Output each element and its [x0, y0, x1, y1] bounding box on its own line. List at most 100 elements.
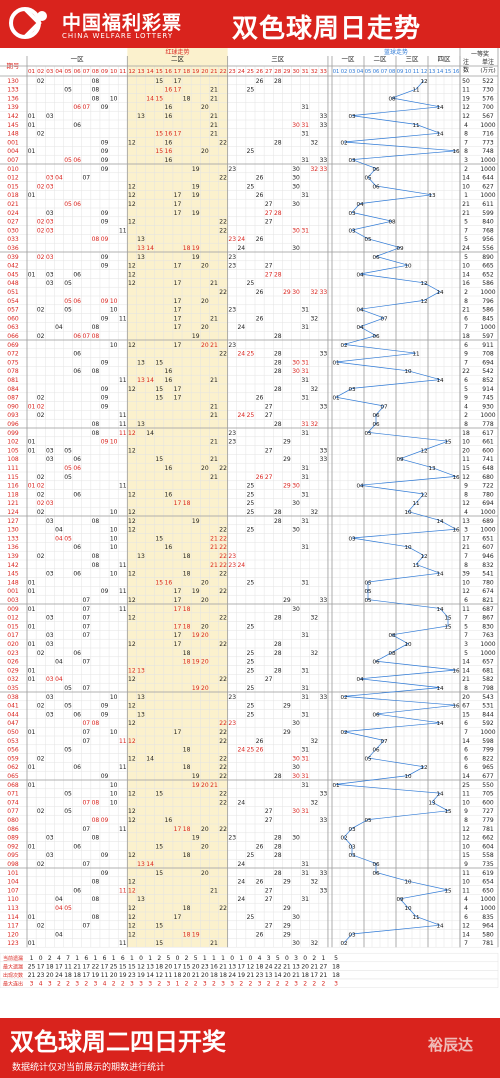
prize-amount: 681	[482, 667, 494, 674]
red-ball: 21	[210, 403, 218, 410]
period-cell: 136	[7, 95, 19, 102]
period-cell: 048	[7, 280, 19, 287]
red-ball: 31	[301, 711, 309, 718]
prize-amount: 567	[482, 113, 494, 120]
red-ball: 09	[101, 817, 109, 824]
red-ball: 10	[110, 439, 118, 446]
blue-ball: 10	[404, 880, 412, 886]
red-ball: 12	[128, 879, 136, 886]
red-ball: 18	[183, 500, 191, 507]
blue-ball: 11	[412, 915, 420, 921]
red-ball: 08	[92, 430, 100, 437]
winner-count: 12	[462, 588, 470, 595]
red-ball: 28	[274, 368, 282, 375]
period-cell: 065	[7, 773, 19, 780]
stats-value: 21	[28, 972, 36, 979]
prize-amount: 597	[482, 333, 494, 340]
red-ball: 30	[292, 527, 300, 534]
red-ball: 30	[292, 720, 300, 727]
stats-value: 12	[247, 963, 255, 970]
stats-value: 19	[119, 972, 127, 979]
blue-ball: 16	[452, 668, 460, 674]
draw-row: 099 08 11 12 14 23 31 05 18 617	[7, 430, 494, 437]
winner-count: 22	[462, 368, 470, 375]
red-ball: 18	[183, 606, 191, 613]
stats-value: 20	[46, 972, 54, 979]
red-ball: 03	[46, 271, 54, 278]
blue-ball: 12	[420, 554, 427, 560]
red-ball: 25	[247, 703, 255, 710]
winner-count: 4	[464, 122, 468, 129]
stats-value: 3	[93, 981, 97, 988]
red-ball: 08	[92, 553, 100, 560]
red-ball: 13	[137, 113, 145, 120]
blue-col-number: 07	[381, 69, 388, 75]
prize-amount: 541	[482, 571, 494, 578]
red-ball: 23	[228, 236, 236, 243]
red-ball: 09	[101, 148, 109, 155]
red-ball: 26	[256, 236, 264, 243]
period-cell: 001	[7, 139, 19, 146]
red-ball: 03	[46, 641, 54, 648]
red-ball: 22	[219, 465, 227, 472]
red-ball: 21	[210, 544, 218, 551]
red-ball: 07	[82, 685, 90, 692]
winner-count: 6	[464, 342, 468, 349]
red-ball: 02	[37, 923, 45, 930]
period-cell: 051	[7, 289, 19, 296]
red-ball: 22	[219, 799, 227, 806]
winner-count: 12	[462, 104, 470, 111]
red-ball: 32	[310, 615, 318, 622]
red-ball: 31	[301, 192, 309, 199]
brand-name-en: CHINA WELFARE LOTTERY	[62, 32, 174, 40]
count-header: 注	[463, 58, 469, 66]
red-col-number: 09	[101, 69, 109, 75]
stats-value: 27	[320, 963, 328, 970]
red-ball: 08	[92, 333, 100, 340]
red-ball: 18	[183, 826, 191, 833]
red-ball: 01	[28, 914, 36, 921]
prize-amount: 845	[482, 315, 494, 322]
red-ball: 27	[265, 219, 273, 226]
red-col-number: 27	[265, 69, 273, 75]
red-col-number: 17	[174, 69, 182, 75]
red-ball: 33	[320, 166, 328, 173]
red-ball: 10	[110, 791, 118, 798]
red-ball: 08	[92, 368, 100, 375]
winner-count: 5	[464, 623, 468, 630]
red-ball: 18	[183, 764, 191, 771]
stats-label: 当前遗漏	[3, 955, 23, 962]
red-ball: 23	[228, 430, 236, 437]
prize-amount: 778	[482, 421, 494, 428]
stats-value: 1	[148, 955, 152, 962]
draw-row: 124 02 10 12 25 28 32 10 4 1000	[7, 509, 496, 516]
red-ball: 08	[92, 78, 100, 85]
period-cell: 139	[7, 104, 19, 111]
red-ball: 17	[174, 395, 182, 402]
draw-row: 118 02 06 12 16 25 31 12 8 780	[7, 491, 494, 498]
prize-amount: 1000	[480, 166, 495, 173]
red-ball: 29	[283, 729, 291, 736]
red-ball: 15	[155, 395, 163, 402]
red-ball: 16	[165, 544, 173, 551]
winner-count: 6	[464, 315, 468, 322]
red-trend-header: 红球走势	[165, 48, 189, 56]
stats-value: 24	[265, 963, 273, 970]
prize-amount: 779	[482, 817, 494, 824]
blue-ball: 14	[436, 378, 444, 384]
red-ball: 28	[274, 421, 282, 428]
draw-row: 102 01 09 10 21 23 29 15 10 661	[7, 439, 494, 446]
red-ball: 16	[165, 113, 173, 120]
blue-ball: 04	[356, 308, 364, 314]
red-ball: 07	[82, 104, 90, 111]
period-cell: 120	[7, 931, 19, 938]
winner-count: 21	[462, 676, 470, 683]
red-col-number: 25	[247, 69, 255, 75]
red-ball: 09	[101, 315, 109, 322]
period-cell: 130	[7, 78, 19, 85]
red-ball: 13	[137, 359, 145, 366]
blue-ball: 01	[332, 396, 340, 402]
period-cell: 075	[7, 359, 19, 366]
red-ball: 23	[228, 694, 236, 701]
period-cell: 090	[7, 403, 19, 410]
